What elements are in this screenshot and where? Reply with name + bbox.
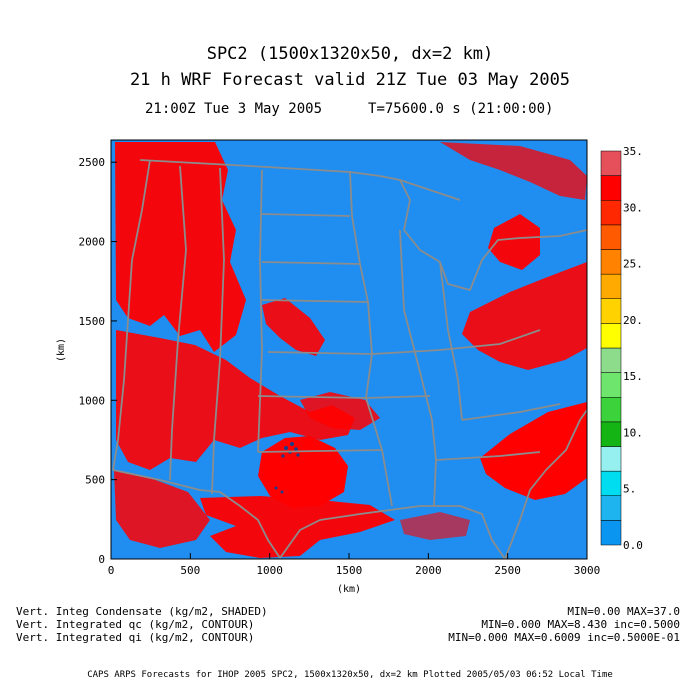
y-tick-label: 2500 — [79, 156, 106, 169]
border-us-canada — [139, 159, 461, 201]
border-gulf-coast — [279, 505, 506, 560]
precip-area-northeast — [462, 262, 587, 370]
colorbar-label: 30. — [623, 201, 643, 214]
forecast-map: 0 500 1000 1500 2000 2500 3000 0 500 1000 1500 200… — [56, 139, 643, 595]
y-tick-label: 1500 — [79, 315, 106, 328]
border-great-lakes — [399, 179, 588, 291]
sim-time-label: T=75600.0 s (21:00:00) — [368, 101, 554, 117]
plot-credit: CAPS ARPS Forecasts for IHOP 2005 SPC2, … — [87, 670, 613, 680]
precip-area-oklahoma — [300, 392, 380, 430]
precip-area-gulf — [400, 512, 470, 540]
colorbar-swatch — [600, 446, 622, 472]
state-lines-east — [365, 229, 561, 507]
x-tick-label: 1000 — [256, 564, 283, 577]
border-mexico — [112, 469, 281, 559]
footer-qc-range: MIN=0.000 MAX=8.430 inc=0.5000 — [481, 618, 680, 631]
colorbar-label: 25. — [623, 258, 643, 271]
footer-qc-label: Vert. Integrated qc (kg/m2, CONTOUR) — [16, 618, 255, 631]
colorbar-label: 15. — [623, 370, 643, 383]
footer-qi-range: MIN=0.000 MAX=0.6009 inc=0.5000E-01 — [448, 631, 680, 644]
colorbar-swatch — [600, 224, 622, 250]
chart-title: SPC2 (1500x1320x50, dx=2 km) — [206, 44, 494, 64]
political-boundaries — [112, 159, 588, 560]
colorbar-swatch — [600, 323, 622, 349]
colorbar-swatch — [600, 273, 622, 299]
chart-subtitle: 21 h WRF Forecast valid 21Z Tue 03 May 2… — [129, 70, 571, 90]
x-tick-label: 500 — [180, 564, 200, 577]
colorbar-swatch — [600, 421, 622, 447]
colorbar-swatch — [600, 470, 622, 496]
precip-area-kansas — [262, 298, 325, 356]
precip-area-northwest — [115, 142, 246, 352]
colorbar-label: 0.0 — [623, 539, 643, 552]
colorbar-swatch — [600, 520, 622, 546]
state-lines-central — [257, 171, 393, 507]
border-east-coast — [504, 409, 588, 560]
condensate-shading — [114, 142, 587, 558]
footer-qi-label: Vert. Integrated qi (kg/m2, CONTOUR) — [16, 631, 255, 644]
x-axis-label: (km) — [337, 584, 361, 595]
colorbar-swatch — [600, 495, 622, 521]
valid-time-label: 21:00Z Tue 3 May 2005 — [145, 101, 323, 117]
colorbar-swatch — [600, 347, 622, 373]
precip-area-northeast-top — [440, 142, 587, 200]
y-tick-label: 500 — [85, 474, 105, 487]
border-west-coast — [112, 159, 151, 471]
x-tick-label: 1500 — [336, 564, 363, 577]
colorbar-swatch — [600, 175, 622, 201]
y-tick-label: 1000 — [79, 394, 106, 407]
precip-area-southwest — [114, 470, 210, 548]
colorbar-swatch — [600, 372, 622, 398]
colorbar-swatch — [600, 200, 622, 226]
colorbar: 0.0 5. 10. 15. 20. 25. 30. 35. — [600, 145, 643, 552]
x-tick-label: 3000 — [574, 564, 601, 577]
precip-area-great-lakes — [488, 214, 540, 270]
precip-area-southeast — [480, 402, 587, 500]
x-tick-label: 2000 — [415, 564, 442, 577]
valid-time-line: 21:00Z Tue 3 May 2005 T=75600.0 s (21:00:… — [145, 101, 553, 117]
x-tick-label: 2500 — [494, 564, 521, 577]
x-axis: 0 500 1000 1500 2000 2500 3000 — [108, 553, 601, 577]
state-lines-west — [169, 165, 263, 495]
footer-condensate-label: Vert. Integ Condensate (kg/m2, SHADED) — [16, 605, 268, 618]
colorbar-swatch — [600, 298, 622, 324]
y-tick-label: 2000 — [79, 236, 106, 249]
colorbar-label: 10. — [623, 426, 643, 439]
footer-condensate-range: MIN=0.00 MAX=37.0 — [567, 605, 680, 618]
precip-area-texas-band — [200, 496, 395, 558]
y-tick-label: 0 — [98, 553, 105, 566]
colorbar-swatch — [600, 249, 622, 275]
colorbar-label: 20. — [623, 314, 643, 327]
colorbar-swatch — [600, 150, 622, 176]
y-axis: 0 500 1000 1500 2000 2500 — [79, 156, 117, 566]
precip-area-plains-storm — [258, 436, 348, 508]
colorbar-label: 35. — [623, 145, 643, 158]
y-axis-label: (km) — [56, 338, 67, 362]
x-tick-label: 0 — [108, 564, 115, 577]
colorbar-swatch — [600, 397, 622, 423]
colorbar-label: 5. — [623, 483, 636, 496]
